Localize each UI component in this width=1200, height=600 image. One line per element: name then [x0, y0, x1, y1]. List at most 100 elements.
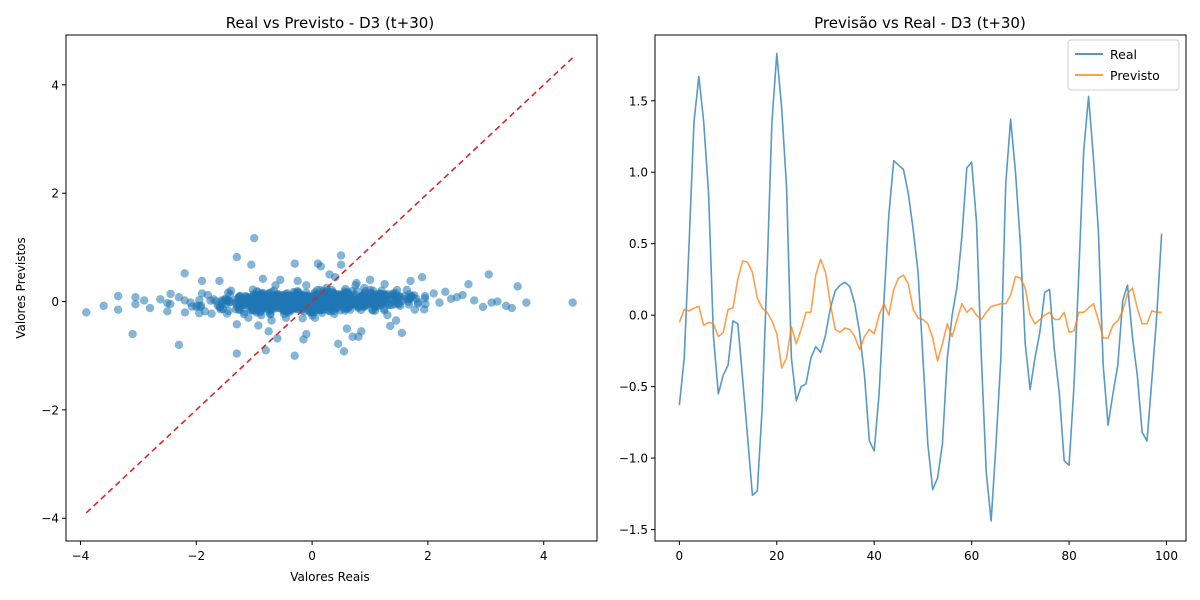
scatter-point	[353, 294, 363, 303]
scatter-point	[174, 340, 184, 350]
scatter-point	[232, 320, 242, 329]
scatter-point	[99, 301, 108, 311]
scatter-point	[513, 282, 522, 291]
scatter-point	[319, 305, 328, 314]
scatter-point	[241, 291, 250, 301]
scatter-point	[249, 233, 259, 243]
scatter-point	[406, 276, 415, 286]
line-plot-area	[678, 52, 1163, 522]
scatter-point	[249, 290, 259, 300]
scatter-point	[267, 316, 276, 325]
scatter-point	[247, 260, 256, 269]
scatter-point	[391, 316, 401, 325]
series-line-previsto	[678, 258, 1162, 369]
line-y-ticks: −1.5 −1.0 −0.5 0.0 0.5 1.0 1.5	[619, 94, 655, 537]
scatter-x-axis-label: Valores Reais	[290, 570, 370, 584]
scatter-point	[286, 292, 296, 302]
scatter-point	[351, 281, 360, 290]
scatter-point	[296, 294, 305, 304]
scatter-point	[131, 293, 140, 302]
scatter-point	[255, 308, 265, 317]
scatter-point	[380, 279, 389, 289]
scatter-point	[166, 289, 175, 299]
scatter-point	[331, 272, 340, 282]
scatter-point	[435, 298, 444, 307]
left-x-tick-label: 4	[540, 549, 548, 563]
line-title: Previsão vs Real - D3 (t+30)	[814, 14, 1026, 32]
right-x-tick-label: 0	[676, 549, 684, 563]
scatter-point	[333, 339, 343, 349]
scatter-point	[264, 327, 273, 336]
scatter-point	[131, 300, 140, 309]
scatter-point	[368, 286, 378, 295]
scatter-point	[336, 251, 346, 260]
right-x-tick-label: 60	[964, 549, 979, 563]
scatter-point	[215, 302, 224, 312]
legend-box	[1067, 39, 1180, 91]
scatter-point	[290, 259, 299, 268]
right-x-tick-label: 20	[769, 549, 784, 563]
scatter-point	[244, 313, 253, 322]
scatter-point	[298, 314, 307, 323]
scatter-point	[342, 324, 352, 333]
scatter-point	[339, 347, 349, 356]
scatter-point	[271, 281, 280, 290]
scatter-plot-area	[82, 57, 577, 514]
scatter-point	[458, 290, 467, 300]
scatter-axes-frame	[65, 34, 598, 542]
scatter-point	[336, 260, 346, 269]
scatter-point	[386, 321, 395, 331]
scatter-point	[302, 281, 311, 290]
right-x-tick-label: 40	[867, 549, 882, 563]
scatter-point	[200, 307, 210, 316]
scatter-point	[267, 297, 276, 306]
scatter-point	[522, 298, 531, 307]
scatter-point	[139, 296, 149, 305]
scatter-point	[232, 349, 242, 358]
line-panel: Previsão vs Real - D3 (t+30) 0 20 40 60 80 10…	[619, 14, 1187, 563]
series-line-real	[678, 52, 1163, 522]
scatter-point	[310, 313, 320, 322]
legend-real-label: Real	[1110, 47, 1137, 62]
scatter-point	[421, 299, 430, 309]
scatter-point	[254, 321, 263, 330]
scatter-point	[266, 309, 275, 318]
line-x-ticks: 0 20 40 60 80 100	[676, 541, 1178, 563]
scatter-point	[394, 300, 404, 309]
scatter-points	[82, 57, 577, 514]
scatter-point	[302, 329, 311, 339]
scatter-y-ticks: −4 −2 0 2 4	[41, 78, 66, 526]
scatter-point	[493, 297, 502, 306]
scatter-point	[276, 275, 285, 285]
scatter-point	[420, 291, 430, 301]
scatter-point	[388, 295, 398, 305]
scatter-point	[258, 274, 268, 283]
scatter-point	[507, 303, 517, 313]
scatter-point	[207, 309, 216, 318]
scatter-point	[429, 289, 438, 298]
left-x-tick-label: −4	[72, 549, 90, 563]
scatter-y-axis-label: Valores Previstos	[14, 237, 28, 339]
scatter-title: Real vs Previsto - D3 (t+30)	[226, 14, 434, 32]
left-y-tick-label: 2	[51, 187, 59, 201]
right-x-tick-label: 80	[1061, 549, 1076, 563]
scatter-point	[290, 351, 299, 360]
scatter-point	[278, 291, 288, 301]
scatter-point	[478, 302, 488, 312]
scatter-point	[357, 327, 366, 336]
scatter-x-ticks: −4 −2 0 2 4	[72, 541, 548, 563]
right-y-tick-label: 1.0	[629, 166, 648, 180]
right-y-tick-label: 0.5	[629, 237, 648, 251]
scatter-point	[371, 302, 380, 312]
scatter-point	[209, 295, 218, 304]
scatter-point	[316, 262, 325, 271]
scatter-point	[464, 280, 473, 289]
scatter-point	[388, 289, 398, 298]
scatter-point	[330, 309, 339, 319]
scatter-point	[195, 295, 204, 305]
scatter-point	[293, 286, 302, 296]
scatter-point	[293, 276, 302, 286]
scatter-point	[232, 252, 242, 262]
scatter-point	[224, 306, 233, 316]
